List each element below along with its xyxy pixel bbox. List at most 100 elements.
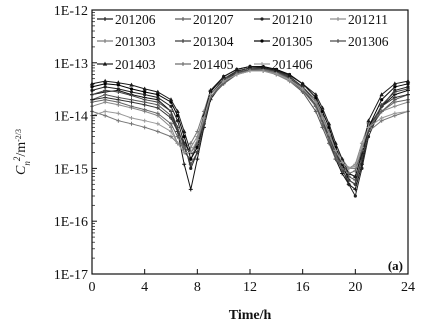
x-tick-label: 4 (141, 280, 148, 295)
data-point (103, 97, 108, 102)
data-point (346, 166, 351, 171)
legend-swatch-marker (336, 39, 340, 43)
data-point (129, 116, 134, 121)
data-point (155, 111, 160, 116)
data-point (116, 87, 120, 91)
data-point (155, 121, 160, 126)
data-point (195, 137, 200, 142)
series-201403 (89, 64, 411, 179)
legend-label: 201403 (115, 57, 156, 72)
data-point (175, 109, 180, 114)
data-point (103, 109, 108, 114)
x-axis-label: Time/h (229, 308, 272, 323)
data-point (340, 166, 345, 171)
y-axis-ticks: 1E-17 1E-16 1E-15 1E-14 1E-13 1E-12 (54, 4, 97, 283)
data-point (182, 150, 187, 155)
data-point (359, 145, 364, 150)
data-point (103, 88, 108, 93)
data-point (274, 71, 279, 76)
y-axis-label: Cn2/m-2/3 (12, 129, 32, 175)
data-point (379, 116, 384, 121)
data-point (116, 80, 121, 85)
legend-item: 201206 (97, 12, 156, 27)
data-point (234, 72, 239, 77)
data-point (247, 64, 253, 69)
data-point (320, 116, 325, 121)
data-point (360, 166, 364, 170)
y-axis-label-subscript: n (22, 161, 32, 166)
data-point (155, 100, 160, 105)
legend-item: 201210 (254, 12, 313, 27)
data-point (189, 166, 193, 170)
data-point (208, 92, 213, 97)
data-point (333, 140, 338, 145)
data-point (346, 178, 351, 183)
data-point (234, 66, 240, 71)
legend-item: 201405 (175, 57, 234, 72)
data-point (175, 119, 180, 123)
legend-label: 201211 (348, 12, 388, 27)
data-point (379, 102, 384, 107)
data-point (155, 89, 161, 94)
data-point (392, 100, 397, 105)
legend-swatch-marker (260, 39, 264, 43)
data-point (379, 92, 384, 97)
data-point (287, 72, 292, 77)
data-point (353, 182, 358, 187)
data-point (142, 86, 147, 91)
data-point (208, 88, 213, 93)
series-line (91, 65, 409, 178)
legend-swatch-marker (181, 62, 185, 66)
data-point (142, 118, 147, 123)
data-point (116, 111, 121, 116)
y-tick-label: 1E-15 (54, 162, 88, 177)
y-tick-label: 1E-16 (54, 215, 88, 230)
data-point (142, 125, 147, 130)
data-point (320, 121, 325, 126)
plot-series (89, 64, 411, 198)
legend-label: 201305 (272, 34, 313, 49)
series-line (91, 67, 409, 178)
y-tick-label: 1E-14 (54, 110, 88, 125)
data-point (392, 89, 397, 94)
data-point (260, 64, 266, 69)
y-axis-label-symbol: C (14, 165, 29, 175)
data-point (142, 97, 147, 102)
y-tick-label: 1E-17 (54, 268, 88, 283)
data-point (195, 129, 200, 134)
data-point (333, 152, 338, 157)
x-tick-label: 16 (296, 280, 310, 295)
data-point (287, 77, 292, 82)
data-point (366, 118, 371, 123)
data-point (116, 118, 121, 123)
data-point (327, 137, 331, 142)
data-point (182, 135, 186, 139)
data-point (143, 92, 147, 97)
data-point (248, 68, 252, 73)
y-tick-label: 1E-13 (54, 57, 88, 72)
data-point (326, 121, 332, 126)
series-201206 (90, 67, 410, 192)
legend-label: 201207 (193, 12, 234, 27)
legend-item: 201305 (254, 34, 313, 49)
legend-item: 201211 (330, 12, 388, 27)
y-axis-label-unit: /m (14, 142, 29, 157)
x-axis-ticks: 0 4 8 12 16 20 24 (89, 269, 415, 295)
legend-swatch-marker (181, 39, 185, 43)
legend-label: 201210 (272, 12, 313, 27)
data-point (129, 82, 134, 87)
data-point (195, 157, 200, 162)
data-point (221, 74, 226, 79)
x-tick-label: 12 (243, 280, 257, 295)
legend-label: 201306 (348, 34, 389, 49)
data-point (142, 102, 147, 107)
data-point (129, 93, 134, 98)
data-point (195, 150, 200, 155)
data-point (182, 145, 187, 150)
data-point (143, 90, 147, 94)
data-point (300, 86, 305, 91)
legend-swatch-marker (103, 39, 107, 43)
data-point (340, 160, 345, 165)
x-tick-label: 24 (401, 280, 415, 295)
legend-label: 201206 (115, 12, 156, 27)
